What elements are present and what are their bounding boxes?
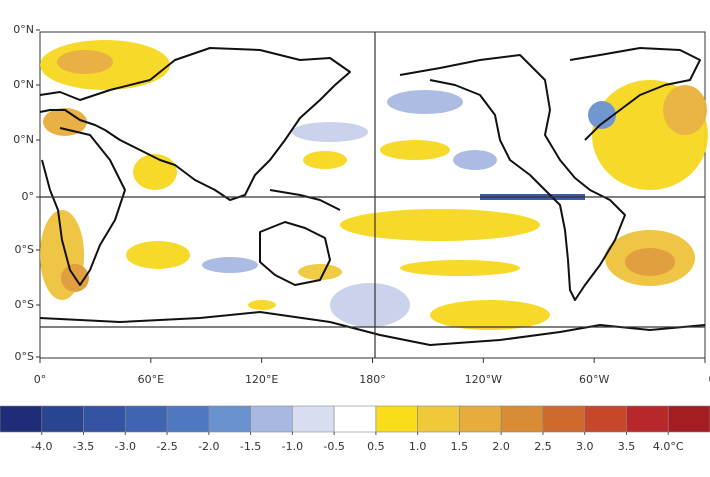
colorbar-box	[167, 406, 209, 432]
colorbar-label: 0.5	[367, 440, 385, 453]
colorbar-label: 3.0	[576, 440, 594, 453]
lat-label: 0°	[22, 190, 35, 203]
warm-area	[126, 241, 190, 269]
colorbar-box	[668, 406, 710, 432]
lon-label: 120°W	[465, 373, 502, 386]
lon-label: 120°E	[245, 373, 278, 386]
colorbar-label: -1.5	[240, 440, 261, 453]
colorbar-box	[585, 406, 627, 432]
colorbar-label: -2.0	[198, 440, 219, 453]
cool-area	[453, 150, 497, 170]
lat-label: 0°N	[13, 78, 34, 91]
lon-label: 60°E	[138, 373, 164, 386]
colorbar-label: -0.5	[323, 440, 344, 453]
colorbar-box	[292, 406, 334, 432]
colorbar-label: -2.5	[156, 440, 177, 453]
warm-area	[303, 151, 347, 169]
colorbar-box	[418, 406, 460, 432]
warm-area	[663, 85, 707, 135]
lon-label: 0°	[34, 373, 47, 386]
cool-area	[202, 257, 258, 273]
lat-label: 0°S	[15, 243, 34, 256]
colorbar-box	[42, 406, 84, 432]
cool-area	[292, 122, 368, 142]
colorbar-label: -3.5	[73, 440, 94, 453]
colorbar-label: 1.0	[409, 440, 427, 453]
cool-area	[387, 90, 463, 114]
colorbar-label: 2.5	[534, 440, 552, 453]
warm-area	[380, 140, 450, 160]
colorbar-box	[376, 406, 418, 432]
warm-area	[298, 264, 342, 280]
colorbar-label: -3.0	[115, 440, 136, 453]
warm-area	[248, 300, 276, 310]
warm-area	[57, 50, 113, 74]
colorbar-label: 2.0	[492, 440, 510, 453]
colorbar-box	[251, 406, 293, 432]
colorbar-box	[334, 406, 376, 432]
cool-area	[330, 283, 410, 327]
colorbar-label: 4.0°C	[653, 440, 684, 453]
lon-label: 60°W	[579, 373, 609, 386]
warm-area	[340, 209, 540, 241]
lat-label: 0°N	[13, 23, 34, 36]
lat-label: 0°S	[15, 350, 34, 363]
colorbar-label: -1.0	[282, 440, 303, 453]
colorbar-box	[501, 406, 543, 432]
lat-label: 0°S	[15, 298, 34, 311]
colorbar-label: 1.5	[451, 440, 469, 453]
colorbar-label: 3.5	[618, 440, 636, 453]
colorbar-box	[626, 406, 668, 432]
colorbar-label: -4.0	[31, 440, 52, 453]
warm-area	[133, 154, 177, 190]
map	[40, 32, 708, 358]
colorbar-box	[0, 406, 42, 432]
colorbar-box	[543, 406, 585, 432]
colorbar-box	[84, 406, 126, 432]
colorbar-box	[125, 406, 167, 432]
colorbar-box	[459, 406, 501, 432]
warm-area	[430, 300, 550, 330]
lat-label: 0°N	[13, 133, 34, 146]
warm-area	[400, 260, 520, 276]
warm-area	[625, 248, 675, 276]
lon-label: 180°	[359, 373, 386, 386]
colorbar-box	[209, 406, 251, 432]
